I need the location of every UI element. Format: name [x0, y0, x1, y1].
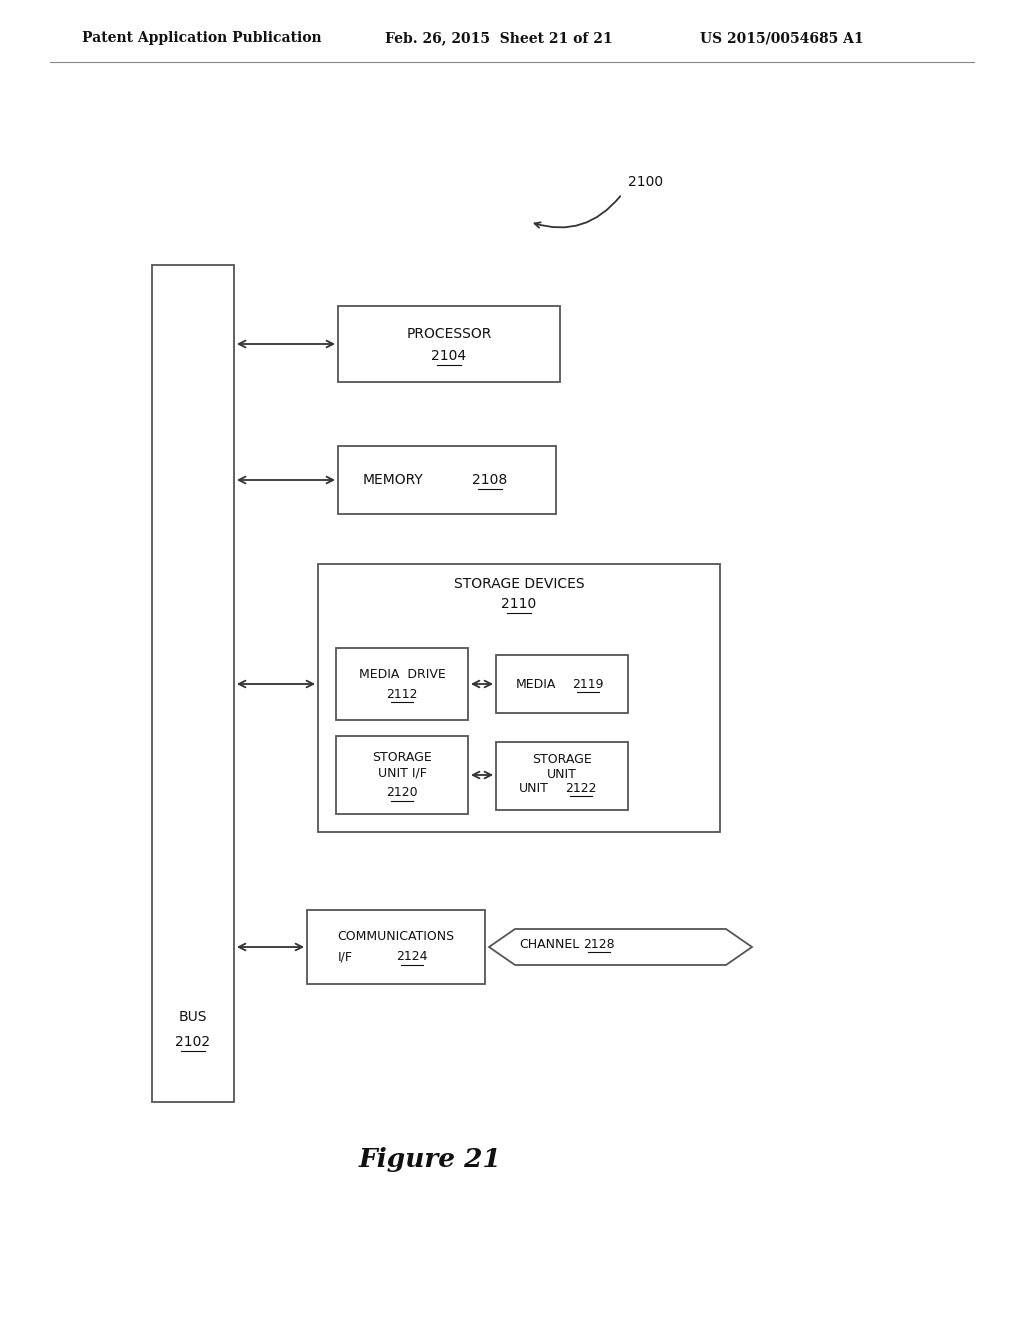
Text: Figure 21: Figure 21 — [358, 1147, 502, 1172]
Text: 2122: 2122 — [565, 781, 597, 795]
Text: US 2015/0054685 A1: US 2015/0054685 A1 — [700, 30, 863, 45]
Text: MEDIA  DRIVE: MEDIA DRIVE — [358, 668, 445, 681]
Text: 2102: 2102 — [175, 1035, 211, 1049]
Text: 2120: 2120 — [386, 787, 418, 800]
Text: 2110: 2110 — [502, 597, 537, 611]
Text: MEMORY: MEMORY — [362, 473, 423, 487]
Text: COMMUNICATIONS: COMMUNICATIONS — [338, 931, 455, 944]
FancyBboxPatch shape — [496, 742, 628, 810]
Text: 2119: 2119 — [572, 677, 604, 690]
FancyBboxPatch shape — [496, 655, 628, 713]
Text: 2128: 2128 — [584, 937, 614, 950]
FancyBboxPatch shape — [318, 564, 720, 832]
FancyBboxPatch shape — [336, 737, 468, 814]
Text: PROCESSOR: PROCESSOR — [407, 327, 492, 341]
Text: MEDIA: MEDIA — [516, 677, 556, 690]
Text: STORAGE
UNIT: STORAGE UNIT — [532, 752, 592, 781]
Text: I/F: I/F — [338, 950, 352, 964]
Text: 2108: 2108 — [472, 473, 508, 487]
FancyBboxPatch shape — [152, 265, 234, 1102]
Text: 2112: 2112 — [386, 688, 418, 701]
FancyBboxPatch shape — [338, 306, 560, 381]
Text: STORAGE
UNIT I/F: STORAGE UNIT I/F — [372, 751, 432, 779]
Text: BUS: BUS — [179, 1010, 207, 1024]
Text: 2104: 2104 — [431, 348, 467, 363]
Text: UNIT: UNIT — [519, 781, 549, 795]
Text: Feb. 26, 2015  Sheet 21 of 21: Feb. 26, 2015 Sheet 21 of 21 — [385, 30, 612, 45]
Text: 2124: 2124 — [396, 950, 428, 964]
Text: Patent Application Publication: Patent Application Publication — [82, 30, 322, 45]
Text: CHANNEL: CHANNEL — [519, 937, 580, 950]
Text: 2100: 2100 — [628, 176, 664, 189]
FancyBboxPatch shape — [307, 909, 485, 983]
FancyBboxPatch shape — [336, 648, 468, 719]
FancyBboxPatch shape — [338, 446, 556, 513]
Polygon shape — [489, 929, 752, 965]
Text: STORAGE DEVICES: STORAGE DEVICES — [454, 577, 585, 591]
